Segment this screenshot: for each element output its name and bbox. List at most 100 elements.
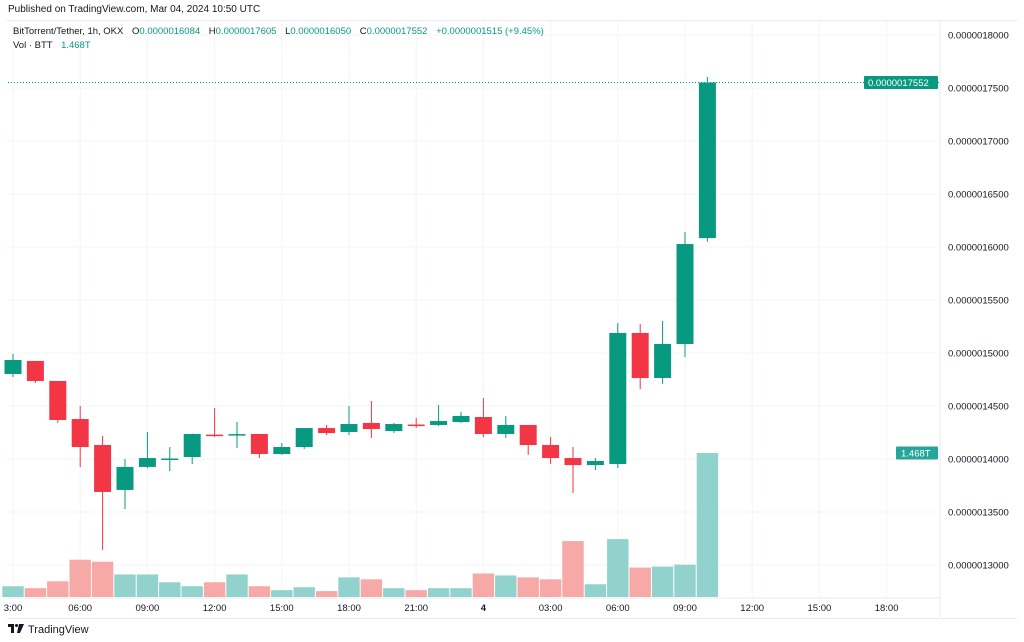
high-label: H [208, 26, 216, 37]
time-tick-label: 12:00 [740, 603, 764, 614]
volume-bar [607, 539, 629, 597]
close-label: C [359, 26, 367, 37]
volume-bar [271, 590, 293, 597]
chart-frame [7, 20, 1017, 619]
candle-body [206, 434, 224, 437]
time-tick-label: 21:00 [404, 603, 428, 614]
price-axis[interactable]: 0.0000018000 0.0000017500 0.0000017000 0.00… [948, 31, 1009, 572]
volume-label[interactable]: Vol · BTT [13, 40, 53, 51]
candle-body [116, 466, 134, 490]
candle-body [407, 424, 425, 427]
candle-body [49, 380, 67, 420]
candle-body [654, 343, 672, 379]
price-tick-label: 0.0000016500 [948, 190, 1009, 201]
volume-bar [651, 566, 674, 597]
candle-body [250, 433, 268, 455]
price-tick-label: 0.0000017000 [948, 137, 1009, 148]
volume-bar [2, 586, 24, 597]
symbol-label[interactable]: BitTorrent/Tether, 1h, OKX [13, 26, 124, 37]
time-tick-label: 3:00 [4, 603, 23, 614]
time-tick-label: 06:00 [606, 603, 630, 614]
volume-bar [91, 561, 114, 597]
price-tick-label: 0.0000018000 [948, 31, 1009, 42]
price-tick-label: 0.0000016000 [948, 243, 1009, 254]
time-tick-label: 15:00 [270, 603, 294, 614]
candle-body [676, 244, 694, 344]
time-tick-label: 06:00 [68, 603, 92, 614]
tradingview-logo-icon [8, 624, 24, 636]
volume-bar [539, 579, 562, 597]
volume-bar [584, 584, 607, 597]
volume-bar [159, 582, 181, 597]
volume-bar [226, 574, 248, 597]
time-tick-label: 15:00 [808, 603, 832, 614]
time-tick-label: 09:00 [673, 603, 697, 614]
tradingview-logo[interactable]: TradingView [8, 624, 89, 636]
volume-bar [114, 574, 136, 597]
price-tick-label: 0.0000014000 [948, 455, 1009, 466]
volume-bar [495, 575, 517, 597]
change-value: +0.0000001515 (+9.45%) [436, 26, 544, 37]
volume-bar [315, 591, 338, 597]
volume-bar [383, 588, 405, 597]
volume-bar [562, 541, 584, 597]
candle-body [385, 424, 403, 432]
volume-bar [47, 581, 69, 597]
last-price-tag-label: 0.0000017552 [868, 78, 929, 89]
time-tick-label: 18:00 [875, 603, 899, 614]
price-tick-label: 0.0000015000 [948, 349, 1009, 360]
open-label: O [132, 26, 140, 37]
volume-bar [472, 573, 495, 597]
time-tick-label: 4 [481, 603, 487, 614]
candle-body [609, 332, 627, 464]
candle-body [474, 417, 492, 434]
close-value: 0.0000017552 [366, 26, 428, 37]
candle-body [362, 422, 380, 430]
volume-bar [69, 559, 91, 597]
tradingview-logo-text: TradingView [28, 624, 89, 636]
last-price-tag [864, 75, 938, 89]
volume-bar [136, 574, 159, 597]
candle-body [497, 424, 515, 434]
time-tick-label: 18:00 [337, 603, 361, 614]
volume-bar [517, 577, 539, 597]
ohlc-row: BitTorrent/Tether, 1h, OKX O0.0000016084… [13, 25, 544, 39]
published-header: Published on TradingView.com, Mar 04, 20… [8, 4, 261, 15]
volume-bar [427, 588, 450, 597]
candle-body [71, 419, 89, 448]
volume-bar [338, 577, 360, 597]
price-tick-label: 0.0000013000 [948, 561, 1009, 572]
volume-bar [181, 586, 203, 597]
high-value: 0.0000017605 [215, 26, 277, 37]
low-value: 0.0000016050 [290, 26, 352, 37]
candle-body [4, 359, 22, 374]
open-value: 0.0000016084 [139, 26, 201, 37]
price-tick-label: 0.0000015500 [948, 296, 1009, 307]
volume-bar [248, 586, 271, 597]
low-label: L [285, 26, 291, 37]
volume-bars [2, 453, 719, 597]
candle-body [564, 458, 582, 466]
time-tick-label: 09:00 [136, 603, 160, 614]
volume-bar [203, 582, 226, 597]
volume-bar [293, 587, 315, 597]
candle-body [698, 82, 716, 239]
volume-bar [450, 588, 472, 597]
candle-body [183, 433, 201, 457]
candle-body [519, 424, 537, 446]
volume-bar [360, 579, 383, 597]
volume-bar [629, 567, 651, 597]
candle-body [318, 428, 336, 434]
time-tick-label: 12:00 [203, 603, 227, 614]
chart-legend: BitTorrent/Tether, 1h, OKX O0.0000016084… [13, 25, 544, 53]
candle-body [161, 458, 179, 460]
time-axis[interactable]: 3:00 06:00 09:00 12:00 15:00 18:00 21:00 4 03:00… [4, 603, 899, 614]
candle-body [340, 424, 358, 432]
candle-body [273, 447, 291, 455]
candle-body [26, 360, 44, 381]
volume-value: 1.468T [61, 40, 91, 51]
candle-body [631, 332, 649, 379]
volume-bar [674, 564, 696, 597]
candles [4, 76, 940, 550]
